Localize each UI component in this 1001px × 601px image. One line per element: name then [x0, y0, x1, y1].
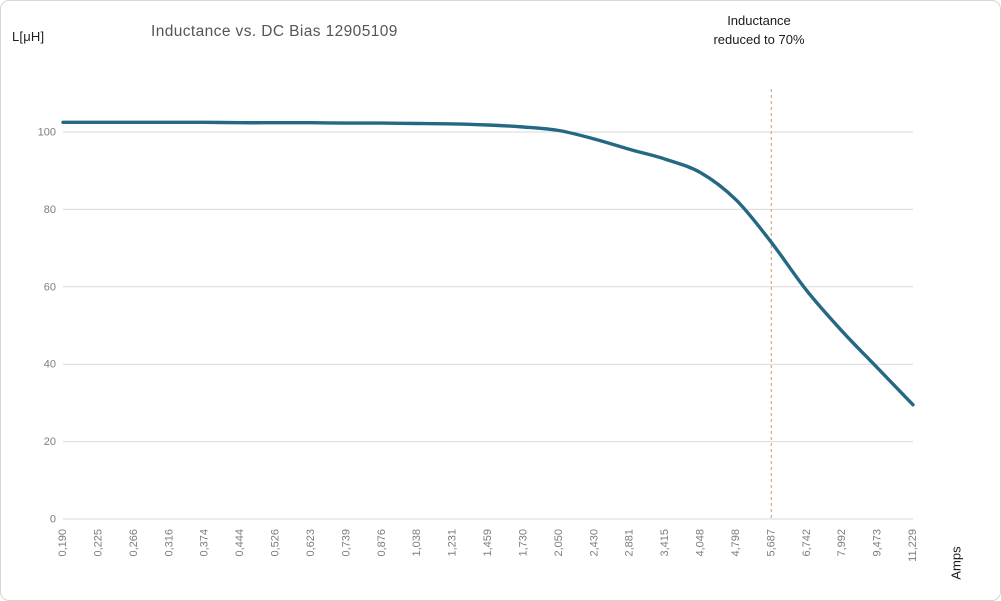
x-tick-label: 0,739: [340, 529, 352, 557]
annotation-line-1: Inductance: [727, 13, 791, 28]
chart-title: Inductance vs. DC Bias 12905109: [151, 23, 398, 40]
y-tick-label: 0: [50, 514, 56, 526]
x-tick-label: 0,374: [199, 529, 211, 557]
x-tick-label: 4,048: [695, 529, 707, 557]
x-tick-label: 0,526: [270, 529, 282, 557]
x-tick-label: 0,225: [92, 529, 104, 557]
x-tick-label: 7,992: [836, 529, 848, 557]
y-tick-label: 60: [44, 281, 56, 293]
x-tick-label: 0,316: [163, 529, 175, 557]
x-tick-label: 3,415: [659, 529, 671, 557]
y-axis-title: L[μH]: [12, 29, 45, 44]
x-tick-label: 1,038: [411, 529, 423, 557]
x-tick-label: 9,473: [872, 529, 884, 557]
x-tick-label: 2,430: [588, 529, 600, 557]
x-tick-label: 0,876: [376, 529, 388, 557]
x-tick-label: 0,444: [234, 529, 246, 557]
y-tick-labels-group: 0 20 40 60 80 100: [38, 127, 56, 526]
x-tick-label: 4,798: [730, 529, 742, 557]
y-tick-label: 40: [44, 359, 56, 371]
x-tick-label: 5,687: [765, 529, 777, 557]
x-tick-label: 0,266: [128, 529, 140, 557]
y-tick-label: 80: [44, 204, 56, 216]
x-tick-label: 0,190: [57, 529, 69, 557]
x-tick-label: 11,229: [907, 529, 919, 562]
x-tick-label: 0,623: [305, 529, 317, 557]
y-tick-label: 20: [44, 436, 56, 448]
x-tick-label: 6,742: [801, 529, 813, 557]
x-tick-label: 1,459: [482, 529, 494, 557]
x-tick-label: 1,231: [447, 529, 459, 557]
x-tick-label: 2,050: [553, 529, 565, 557]
x-tick-labels-group: 0,190 0,225 0,266 0,316 0,374 0,444 0,526 0,623…: [57, 529, 919, 562]
x-tick-label: 1,730: [517, 529, 529, 557]
x-axis-title: Amps: [949, 546, 964, 580]
x-tick-label: 2,881: [624, 529, 636, 557]
inductance-series-line: [61, 120, 915, 407]
annotation-callout: Inductance reduced to 70%: [678, 11, 840, 49]
y-tick-label: 100: [38, 127, 56, 139]
annotation-line-2: reduced to 70%: [713, 32, 805, 47]
gridlines-group: [63, 131, 913, 520]
